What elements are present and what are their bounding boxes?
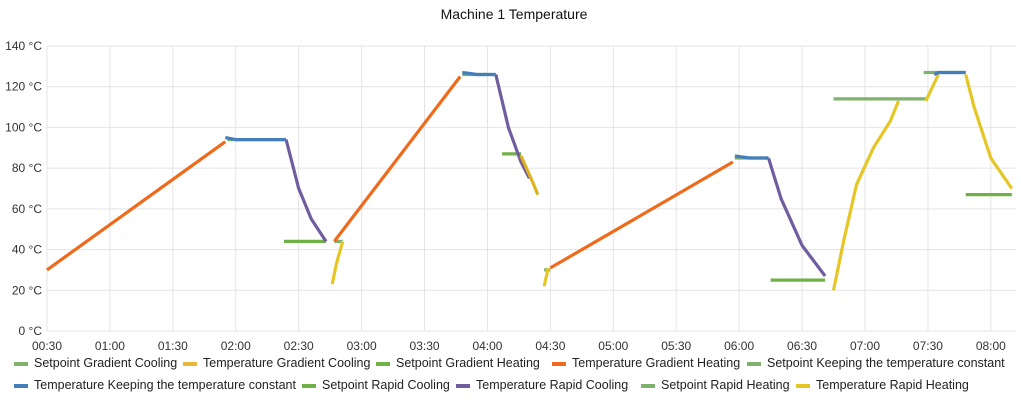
series-line-temperature-rapid-heating: [542, 267, 550, 287]
x-tick-label: 02:00: [221, 339, 251, 353]
legend-label-setpoint-rapid-heating[interactable]: Setpoint Rapid Heating: [661, 378, 790, 392]
y-tick-label: 140 °C: [5, 39, 42, 53]
legend-label-temperature-keeping-the-temperature-constant[interactable]: Temperature Keeping the temperature cons…: [34, 378, 296, 392]
legend-swatch-setpoint-rapid-heating: [641, 384, 655, 388]
series-line-temperature-rapid-heating: [924, 73, 940, 102]
x-tick-label: 05:00: [598, 339, 628, 353]
x-tick-label: 08:00: [976, 339, 1006, 353]
legend-swatch-temperature-rapid-heating: [796, 384, 810, 388]
x-tick-label: 07:30: [913, 339, 943, 353]
series-line-temperature-rapid-cooling: [494, 74, 531, 180]
axes: 0 °C 20 °C 40 °C 60 °C 80 °C 100 °C 120 °C 140 …: [5, 39, 1006, 353]
x-tick-label: 02:30: [284, 339, 314, 353]
series-line-temperature-rapid-heating: [330, 240, 345, 285]
series-line-temperature-keeping-the-temperature-constant: [225, 136, 287, 142]
legend-label-setpoint-keeping-the-temperature-constant[interactable]: Setpoint Keeping the temperature constan…: [767, 356, 1005, 370]
x-tick-label: 06:30: [787, 339, 817, 353]
legend: Setpoint Gradient Cooling Temperature Gra…: [14, 356, 1005, 392]
y-tick-label: 100 °C: [5, 120, 42, 134]
legend-label-temperature-rapid-heating[interactable]: Temperature Rapid Heating: [816, 378, 969, 392]
series-lines: [46, 70, 1014, 291]
grid: [46, 45, 1016, 332]
series-line-temperature-rapid-heating: [831, 100, 900, 291]
x-tick-label: 01:00: [95, 339, 125, 353]
y-tick-label: 20 °C: [12, 283, 42, 297]
legend-label-setpoint-rapid-cooling[interactable]: Setpoint Rapid Cooling: [322, 378, 450, 392]
series-line-temperature-rapid-cooling: [284, 139, 328, 243]
legend-label-setpoint-gradient-cooling[interactable]: Setpoint Gradient Cooling: [34, 356, 177, 370]
legend-swatch-temperature-gradient-cooling: [183, 362, 197, 366]
y-tick-label: 0 °C: [19, 324, 43, 338]
y-tick-label: 120 °C: [5, 80, 42, 94]
legend-label-temperature-rapid-cooling[interactable]: Temperature Rapid Cooling: [476, 378, 628, 392]
series-line-temperature-rapid-cooling: [766, 157, 827, 277]
legend-swatch-setpoint-gradient-cooling: [14, 362, 28, 366]
legend-label-setpoint-gradient-heating[interactable]: Setpoint Gradient Heating: [396, 356, 540, 370]
y-tick-label: 80 °C: [12, 161, 42, 175]
series-line-temperature-keeping-the-temperature-constant: [933, 70, 966, 76]
y-tick-label: 60 °C: [12, 202, 42, 216]
x-tick-label: 04:00: [472, 339, 502, 353]
series-line-temperature-keeping-the-temperature-constant: [462, 70, 496, 77]
legend-label-temperature-gradient-heating[interactable]: Temperature Gradient Heating: [572, 356, 740, 370]
series-line-temperature-gradient-heating: [549, 160, 734, 270]
chart-title: Machine 1 Temperature: [441, 6, 588, 22]
x-tick-label: 06:00: [724, 339, 754, 353]
legend-swatch-setpoint-rapid-cooling: [302, 384, 316, 388]
x-tick-label: 00:30: [32, 339, 62, 353]
legend-swatch-setpoint-keeping-the-temperature-constant: [747, 362, 761, 366]
series-line-temperature-gradient-cooling: [519, 155, 540, 196]
series-line-temperature-keeping-the-temperature-constant: [734, 154, 769, 160]
x-tick-label: 07:00: [850, 339, 880, 353]
series-line-temperature-rapid-heating: [964, 74, 1014, 190]
legend-swatch-setpoint-gradient-heating: [376, 362, 390, 366]
x-tick-label: 01:30: [158, 339, 188, 353]
x-tick-label: 03:30: [410, 339, 440, 353]
series-line-temperature-gradient-heating: [46, 140, 227, 272]
legend-swatch-temperature-gradient-heating: [552, 362, 566, 366]
x-tick-label: 04:30: [535, 339, 565, 353]
y-tick-label: 40 °C: [12, 243, 42, 257]
legend-label-temperature-gradient-cooling[interactable]: Temperature Gradient Cooling: [203, 356, 370, 370]
series-line-temperature-gradient-heating: [333, 75, 462, 243]
x-tick-label: 05:30: [661, 339, 691, 353]
legend-swatch-temperature-rapid-cooling: [456, 384, 470, 388]
x-tick-label: 03:00: [347, 339, 377, 353]
legend-swatch-temperature-keeping-the-temperature-constant: [14, 384, 28, 388]
